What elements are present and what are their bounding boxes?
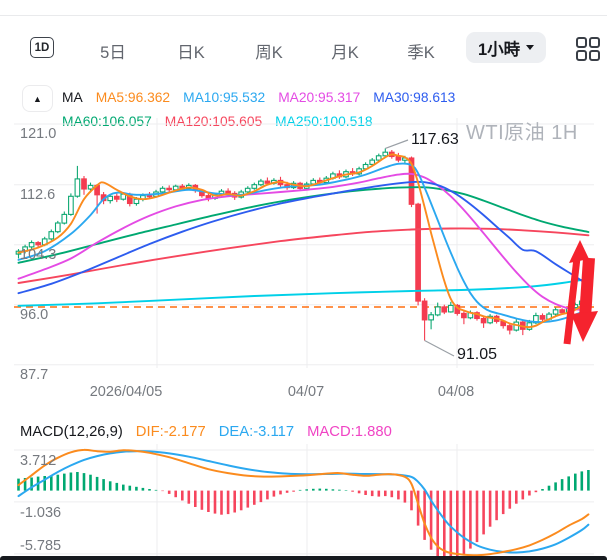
- tab-monthly-k[interactable]: 月K: [327, 37, 363, 65]
- price-axis-tick: 87.7: [20, 366, 49, 383]
- ma-legend-item: MA250:100.518: [275, 114, 373, 129]
- ma-legend-item: MA60:106.057: [62, 114, 152, 129]
- price-axis-tick: 104.3: [20, 246, 57, 263]
- price-axis-tick: 121.0: [20, 126, 57, 142]
- symbol-watermark: WTI原油 1H: [466, 122, 578, 144]
- ma-legend-item: MA5:96.362: [95, 90, 171, 105]
- ma-legend-title: MA: [62, 90, 83, 105]
- ma-legend-row-1: MA MA5:96.362 MA10:95.532 MA20:95.317 MA30:…: [62, 90, 455, 105]
- macd-axis-tick: 3.712: [20, 453, 57, 469]
- chart-layout-grid-icon[interactable]: [575, 36, 601, 62]
- ma-legend-item: MA10:95.532: [183, 90, 266, 105]
- MA30-line: [17, 180, 590, 295]
- collapse-indicator-button[interactable]: ▲: [22, 85, 53, 112]
- macd-chart: [14, 444, 594, 557]
- triangle-up-icon: ▲: [33, 93, 42, 104]
- price-axis-tick: 96.0: [20, 306, 49, 323]
- time-axis-tick: 2026/04/05: [89, 384, 163, 400]
- MA20-line: [17, 172, 590, 311]
- price-axis-tick: 112.6: [20, 186, 56, 203]
- up-arrow[interactable]: [563, 240, 589, 345]
- price-chart-pane[interactable]: [0, 112, 607, 404]
- macd-title: MACD(12,26,9): [20, 424, 123, 440]
- candlestick-chart: [14, 118, 598, 368]
- macd-readout: DIF:-2.177: [135, 424, 206, 440]
- down-arrow[interactable]: [571, 257, 598, 342]
- tab-weekly-k[interactable]: 周K: [251, 37, 287, 65]
- tab-quarterly-k[interactable]: 季K: [403, 37, 439, 65]
- top-divider: [0, 15, 607, 16]
- high-price-callout: 117.63: [411, 131, 459, 148]
- range-1d-button[interactable]: 1D: [30, 37, 54, 58]
- chevron-down-icon: [526, 45, 535, 50]
- MA60-line: [17, 186, 590, 264]
- ma-legend-item: MA120:105.605: [164, 114, 263, 129]
- macd-chart-pane[interactable]: [0, 440, 607, 557]
- time-axis-tick: 04/07: [287, 384, 325, 400]
- macd-readout: MACD:1.880: [307, 424, 392, 440]
- interval-label: 1小時: [478, 40, 521, 59]
- ma-legend-item: MA30:98.613: [373, 90, 456, 105]
- tab-5day[interactable]: 5日: [96, 37, 130, 65]
- macd-header: MACD(12,26,9) DIF:-2.177 DEA:-3.117 MACD:1…: [20, 424, 392, 440]
- MA5-line: [17, 153, 590, 329]
- ma-legend-item: MA20:95.317: [278, 90, 361, 105]
- macd-axis-tick: -1.036: [20, 504, 62, 521]
- macd-readout: DEA:-3.117: [218, 424, 295, 440]
- low-price-callout: 91.05: [457, 346, 498, 363]
- range-1d-label: 1D: [34, 41, 50, 54]
- ma-legend-row-2: MA60:106.057 MA120:105.605 MA250:100.518: [62, 114, 373, 129]
- MA10-line: [17, 162, 590, 324]
- tab-daily-k[interactable]: 日K: [173, 37, 209, 65]
- time-axis-tick: 04/08: [437, 384, 475, 400]
- interval-dropdown[interactable]: 1小時: [466, 32, 547, 63]
- dif-line: [17, 448, 590, 557]
- bottom-panel-edge: [0, 556, 607, 560]
- MA120-line: [17, 227, 590, 284]
- MA250-line: [17, 277, 590, 307]
- macd-axis-tick: -5.785: [20, 537, 62, 554]
